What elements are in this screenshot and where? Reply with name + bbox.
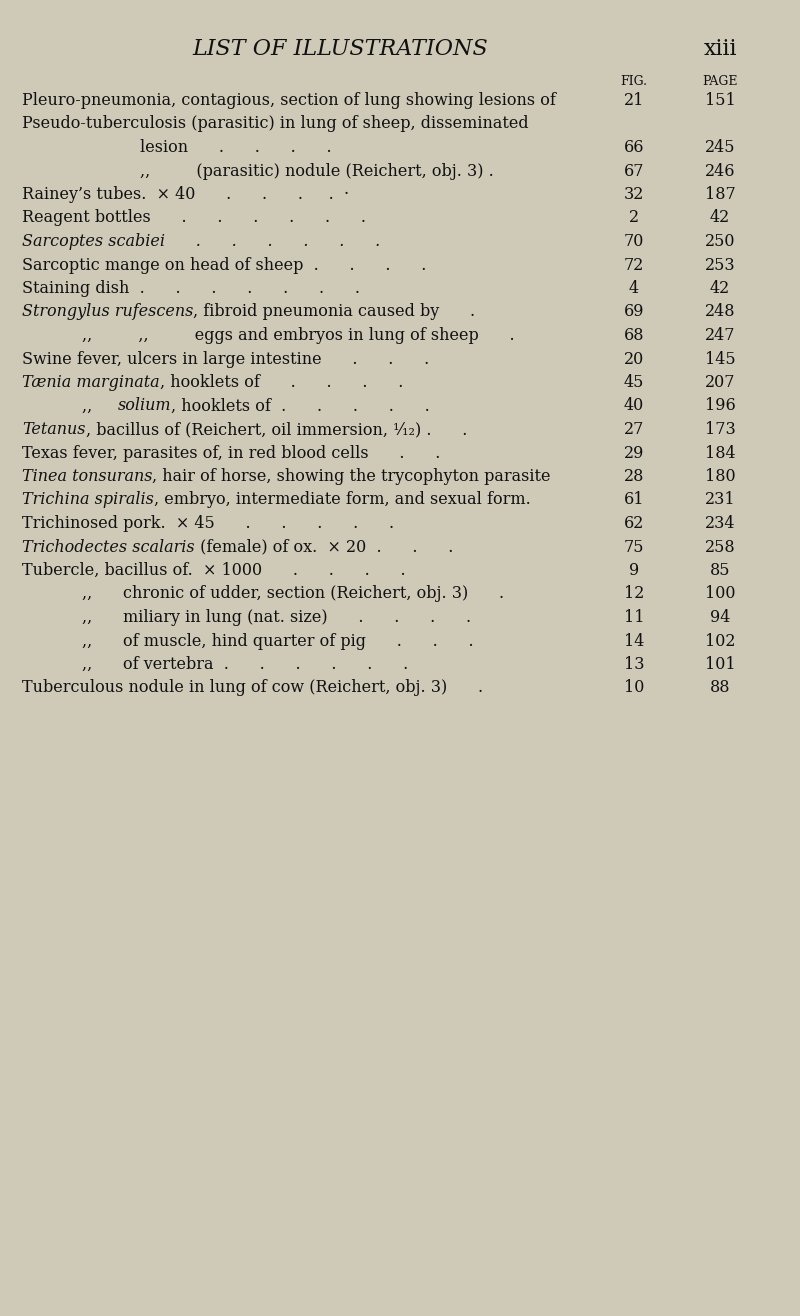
Text: Strongylus rufescens: Strongylus rufescens — [22, 304, 194, 321]
Text: Trichodectes scalaris: Trichodectes scalaris — [22, 538, 194, 555]
Text: Rainey’s tubes.  × 40      .      .      .     .  ·: Rainey’s tubes. × 40 . . . . · — [22, 186, 349, 203]
Text: Reagent bottles      .      .      .      .      .      .: Reagent bottles . . . . . . — [22, 209, 366, 226]
Text: 68: 68 — [624, 326, 644, 343]
Text: 250: 250 — [705, 233, 735, 250]
Text: Tinea tonsurans: Tinea tonsurans — [22, 468, 153, 486]
Text: 180: 180 — [705, 468, 735, 486]
Text: 28: 28 — [624, 468, 644, 486]
Text: , fibroid pneumonia caused by      .: , fibroid pneumonia caused by . — [194, 304, 475, 321]
Text: ,,      of vertebra  .      .      .      .      .      .: ,, of vertebra . . . . . . — [82, 655, 408, 672]
Text: 94: 94 — [710, 609, 730, 626]
Text: Pleuro-pneumonia, contagious, section of lung showing lesions of: Pleuro-pneumonia, contagious, section of… — [22, 92, 556, 109]
Text: Tænia marginata: Tænia marginata — [22, 374, 160, 391]
Text: 207: 207 — [705, 374, 735, 391]
Text: Sarcoptes scabiei      .      .      .      .      .      .: Sarcoptes scabiei . . . . . . — [22, 233, 380, 250]
Text: 10: 10 — [624, 679, 644, 696]
Text: (female) of ox.  × 20  .      .      .: (female) of ox. × 20 . . . — [194, 538, 453, 555]
Text: 66: 66 — [624, 139, 644, 157]
Text: PAGE: PAGE — [702, 75, 738, 88]
Text: 42: 42 — [710, 280, 730, 297]
Text: Staining dish  .      .      .      .      .      .      .: Staining dish . . . . . . . — [22, 280, 360, 297]
Text: 100: 100 — [705, 586, 735, 603]
Text: 234: 234 — [705, 515, 735, 532]
Text: 248: 248 — [705, 304, 735, 321]
Text: 11: 11 — [624, 609, 644, 626]
Text: , bacillus of (Reichert, oil immersion, ¹⁄₁₂) .      .: , bacillus of (Reichert, oil immersion, … — [86, 421, 467, 438]
Text: ,,      chronic of udder, section (Reichert, obj. 3)      .: ,, chronic of udder, section (Reichert, … — [82, 586, 504, 603]
Text: ,,: ,, — [82, 397, 118, 415]
Text: 173: 173 — [705, 421, 735, 438]
Text: Tubercle, bacillus of.  × 1000      .      .      .      .: Tubercle, bacillus of. × 1000 . . . . — [22, 562, 406, 579]
Text: 246: 246 — [705, 162, 735, 179]
Text: 75: 75 — [624, 538, 644, 555]
Text: 247: 247 — [705, 326, 735, 343]
Text: Pseudo-tuberculosis (parasitic) in lung of sheep, disseminated: Pseudo-tuberculosis (parasitic) in lung … — [22, 116, 529, 133]
Text: lesion      .      .      .      .: lesion . . . . — [140, 139, 332, 157]
Text: 72: 72 — [624, 257, 644, 274]
Text: , hooklets of  .      .      .      .      .: , hooklets of . . . . . — [171, 397, 430, 415]
Text: 62: 62 — [624, 515, 644, 532]
Text: ,,         (parasitic) nodule (Reichert, obj. 3) .: ,, (parasitic) nodule (Reichert, obj. 3)… — [140, 162, 494, 179]
Text: solium: solium — [118, 397, 171, 415]
Text: Tuberculous nodule in lung of cow (Reichert, obj. 3)      .: Tuberculous nodule in lung of cow (Reich… — [22, 679, 483, 696]
Text: 184: 184 — [705, 445, 735, 462]
Text: 231: 231 — [705, 491, 735, 508]
Text: 12: 12 — [624, 586, 644, 603]
Text: 42: 42 — [710, 209, 730, 226]
Text: 32: 32 — [624, 186, 644, 203]
Text: 70: 70 — [624, 233, 644, 250]
Text: 85: 85 — [710, 562, 730, 579]
Text: FIG.: FIG. — [621, 75, 647, 88]
Text: 61: 61 — [624, 491, 644, 508]
Text: ,,      of muscle, hind quarter of pig      .      .      .: ,, of muscle, hind quarter of pig . . . — [82, 633, 474, 650]
Text: Sarcoptic mange on head of sheep  .      .      .      .: Sarcoptic mange on head of sheep . . . . — [22, 257, 426, 274]
Text: 67: 67 — [624, 162, 644, 179]
Text: 253: 253 — [705, 257, 735, 274]
Text: 4: 4 — [629, 280, 639, 297]
Text: 245: 245 — [705, 139, 735, 157]
Text: 88: 88 — [710, 679, 730, 696]
Text: Trichina spiralis: Trichina spiralis — [22, 491, 154, 508]
Text: 69: 69 — [624, 304, 644, 321]
Text: 187: 187 — [705, 186, 735, 203]
Text: 101: 101 — [705, 655, 735, 672]
Text: 20: 20 — [624, 350, 644, 367]
Text: Tetanus: Tetanus — [22, 421, 86, 438]
Text: 27: 27 — [624, 421, 644, 438]
Text: 258: 258 — [705, 538, 735, 555]
Text: Trichinosed pork.  × 45      .      .      .      .      .: Trichinosed pork. × 45 . . . . . — [22, 515, 394, 532]
Text: ,,      miliary in lung (nat. size)      .      .      .      .: ,, miliary in lung (nat. size) . . . . — [82, 609, 471, 626]
Text: , embryo, intermediate form, and sexual form.: , embryo, intermediate form, and sexual … — [154, 491, 530, 508]
Text: , hair of horse, showing the trycophyton parasite: , hair of horse, showing the trycophyton… — [153, 468, 551, 486]
Text: 102: 102 — [705, 633, 735, 650]
Text: xiii: xiii — [703, 38, 737, 61]
Text: ,,         ,,         eggs and embryos in lung of sheep      .: ,, ,, eggs and embryos in lung of sheep … — [82, 326, 514, 343]
Text: 13: 13 — [624, 655, 644, 672]
Text: Swine fever, ulcers in large intestine      .      .      .: Swine fever, ulcers in large intestine .… — [22, 350, 430, 367]
Text: 9: 9 — [629, 562, 639, 579]
Text: 14: 14 — [624, 633, 644, 650]
Text: Texas fever, parasites of, in red blood cells      .      .: Texas fever, parasites of, in red blood … — [22, 445, 440, 462]
Text: 2: 2 — [629, 209, 639, 226]
Text: 45: 45 — [624, 374, 644, 391]
Text: , hooklets of      .      .      .      .: , hooklets of . . . . — [160, 374, 403, 391]
Text: 21: 21 — [624, 92, 644, 109]
Text: 40: 40 — [624, 397, 644, 415]
Text: 151: 151 — [705, 92, 735, 109]
Text: 145: 145 — [705, 350, 735, 367]
Text: 29: 29 — [624, 445, 644, 462]
Text: LIST OF ILLUSTRATIONS: LIST OF ILLUSTRATIONS — [192, 38, 488, 61]
Text: 196: 196 — [705, 397, 735, 415]
